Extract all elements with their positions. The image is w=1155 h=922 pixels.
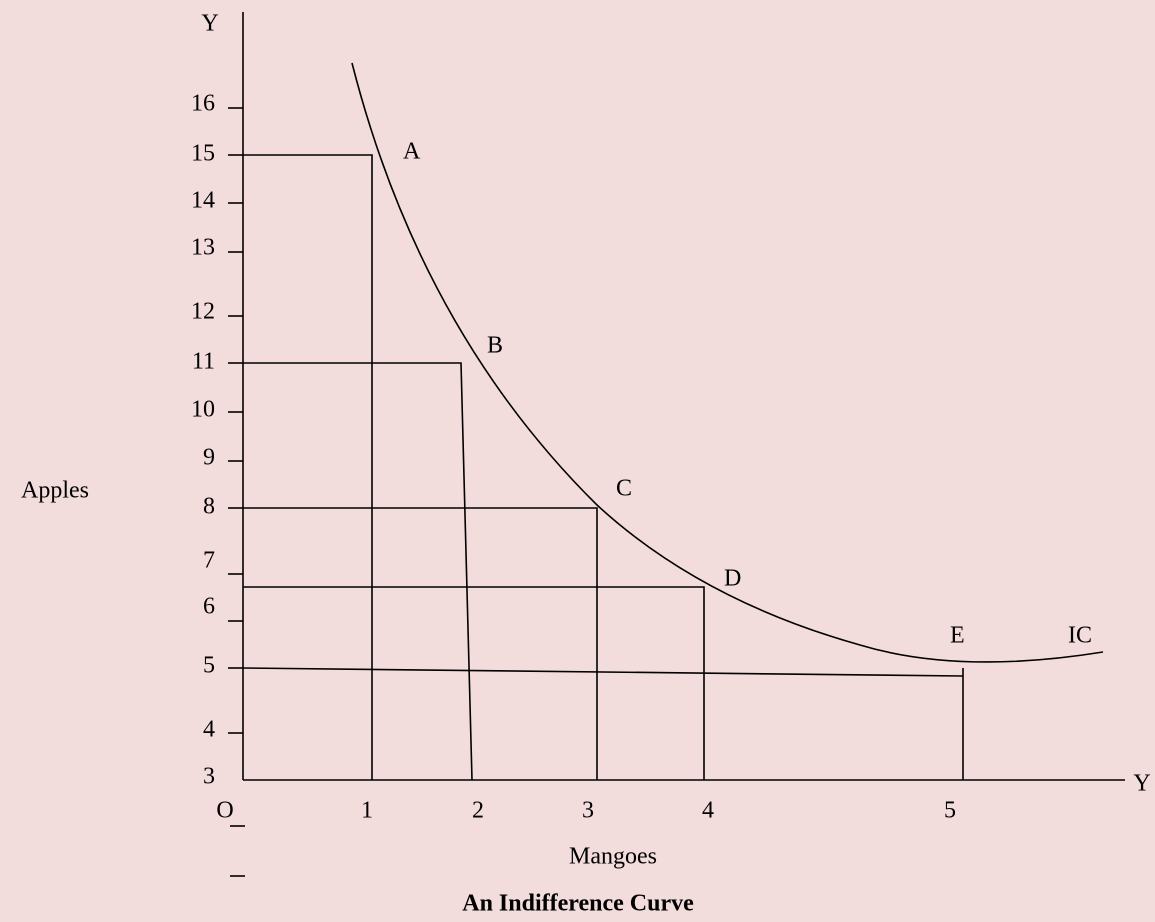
point-label: D: [724, 566, 741, 592]
guide-d: [243, 586, 705, 780]
y-tick-label: 14: [191, 188, 215, 214]
y-axis-letter: Y: [201, 11, 218, 37]
y-tick-label: 11: [192, 349, 215, 375]
y-ticks: 16 15 14 13 12 11 10 9 8 7 6 5 4 3: [191, 91, 243, 790]
guide-a: [243, 154, 373, 780]
x-tick-label: 1: [361, 798, 373, 824]
point-label: C: [616, 476, 632, 502]
x-ticks: 1 2 3 4 5: [361, 798, 956, 824]
caption: An Indifference Curve: [462, 891, 694, 917]
y-tick-label: 8: [203, 494, 215, 520]
x-tick-label: 3: [582, 798, 594, 824]
y-tick-label: 3: [203, 764, 215, 790]
indifference-curve: [351, 62, 1104, 663]
y-tick-label: 15: [191, 141, 215, 167]
guide-lines: [242, 154, 964, 781]
guide-b: [243, 362, 473, 781]
origin-label: O: [216, 798, 233, 824]
x-tick-label: 4: [702, 798, 714, 824]
y-tick-label: 4: [203, 717, 215, 743]
x-tick-label: 2: [472, 798, 484, 824]
point-label: E: [950, 623, 965, 649]
point-label: A: [403, 139, 421, 165]
y-tick-label: 13: [191, 235, 215, 261]
y-tick-label: 10: [191, 397, 215, 423]
x-axis-letter: Y: [1133, 771, 1150, 797]
guide-e: [242, 667, 964, 780]
y-tick-label: 5: [203, 653, 215, 679]
x-tick-label: 5: [944, 798, 956, 824]
curve-label: IC: [1068, 623, 1092, 649]
y-tick-label: 12: [191, 299, 215, 325]
point-label: B: [487, 333, 503, 359]
y-tick-label: 9: [203, 445, 215, 471]
y-tick-label: 6: [203, 594, 215, 620]
y-tick-label: 7: [203, 548, 215, 574]
x-title: Mangoes: [569, 844, 657, 870]
guide-c: [243, 507, 598, 780]
y-title: Apples: [21, 478, 89, 504]
y-tick-label: 16: [191, 91, 215, 117]
